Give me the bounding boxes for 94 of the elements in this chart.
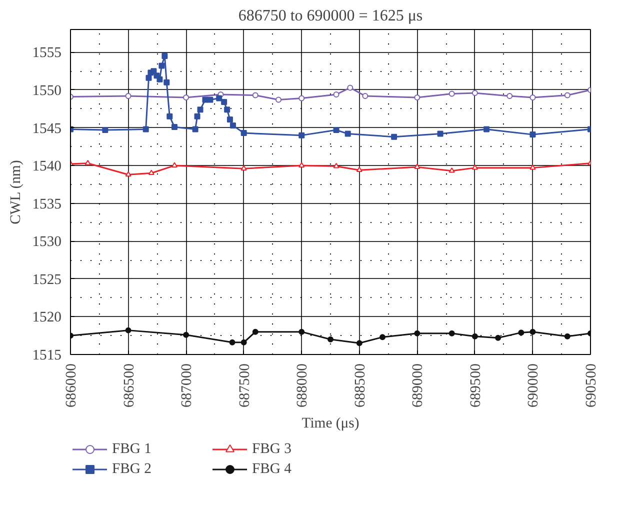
- point: [216, 95, 222, 102]
- point: [328, 336, 334, 342]
- point: [448, 90, 455, 97]
- y-tick-label: 1535: [32, 196, 62, 212]
- point: [506, 93, 513, 100]
- y-tick-label: 1515: [32, 348, 62, 364]
- point: [437, 130, 444, 137]
- x-axis-title: Time (μs): [302, 415, 360, 432]
- x-tick-label: 689000: [410, 364, 426, 408]
- x-tick-label: 687500: [236, 364, 253, 408]
- point: [472, 164, 478, 170]
- point: [564, 333, 570, 340]
- x-tick-label: 686500: [121, 364, 138, 408]
- x-tick-label: 689500: [468, 364, 484, 408]
- point: [356, 340, 362, 346]
- x-tick-label: 688500: [352, 364, 368, 408]
- point: [495, 334, 502, 341]
- y-tick-label: 1545: [32, 120, 62, 137]
- point: [362, 93, 368, 100]
- point: [448, 330, 455, 336]
- point: [240, 339, 247, 346]
- x-tick-label: 686000: [64, 364, 80, 408]
- point: [162, 52, 168, 59]
- point: [183, 332, 190, 338]
- point: [172, 124, 178, 130]
- legend-label: FBG 2: [112, 460, 153, 478]
- point: [164, 79, 170, 86]
- point: [414, 330, 420, 336]
- point: [156, 76, 163, 82]
- y-tick-label: 1530: [32, 234, 62, 250]
- point: [472, 90, 478, 96]
- point: [183, 94, 190, 101]
- point: [252, 328, 258, 335]
- point: [333, 92, 340, 98]
- point: [518, 330, 524, 336]
- point: [240, 165, 247, 171]
- point: [530, 132, 536, 138]
- y-tick-label: 1550: [32, 82, 62, 99]
- y-axis-title: CWL (nm): [8, 160, 24, 224]
- point: [221, 99, 228, 106]
- point: [125, 171, 132, 177]
- point: [142, 126, 149, 132]
- point: [344, 130, 351, 137]
- point: [158, 62, 165, 69]
- point: [530, 328, 536, 335]
- point: [380, 334, 386, 340]
- point: [391, 134, 398, 140]
- point: [298, 328, 305, 335]
- point: [197, 106, 204, 113]
- point: [448, 167, 455, 173]
- x-tick-label: 688000: [294, 364, 311, 408]
- point: [333, 127, 340, 134]
- point: [166, 113, 173, 120]
- point: [414, 94, 420, 101]
- point: [298, 132, 305, 138]
- point: [224, 106, 230, 113]
- x-tick-label: 690000: [526, 364, 542, 408]
- point: [229, 339, 236, 346]
- point: [146, 74, 152, 81]
- point: [356, 166, 362, 172]
- x-tick-label: 690500: [584, 364, 600, 408]
- point: [207, 96, 214, 103]
- point: [102, 127, 108, 134]
- point: [125, 327, 132, 334]
- point: [276, 96, 282, 103]
- point: [530, 94, 536, 101]
- legend-label: FBG 1: [112, 440, 153, 458]
- point: [230, 122, 236, 128]
- legend-label: FBG 3: [252, 440, 293, 458]
- point: [252, 92, 258, 98]
- point: [414, 164, 420, 169]
- point: [333, 162, 340, 168]
- point: [194, 113, 200, 120]
- point: [298, 95, 305, 102]
- x-tick-label: 687000: [179, 364, 196, 408]
- point: [484, 126, 490, 132]
- point: [148, 170, 154, 176]
- y-tick-label: 1520: [32, 310, 62, 326]
- point: [530, 164, 536, 170]
- y-tick-label: 1525: [32, 272, 62, 288]
- point: [298, 162, 305, 168]
- point: [472, 333, 478, 340]
- point: [564, 92, 570, 98]
- chart-title: 686750 to 690000 = 1625 μs: [238, 8, 423, 24]
- point: [125, 93, 132, 100]
- point: [226, 116, 233, 122]
- point: [192, 126, 198, 132]
- point: [84, 160, 91, 166]
- legend-label: FBG 4: [252, 460, 293, 478]
- point: [172, 162, 178, 168]
- point: [347, 84, 354, 91]
- y-tick-label: 1555: [32, 45, 62, 62]
- y-tick-label: 1540: [32, 158, 62, 175]
- point: [240, 130, 247, 136]
